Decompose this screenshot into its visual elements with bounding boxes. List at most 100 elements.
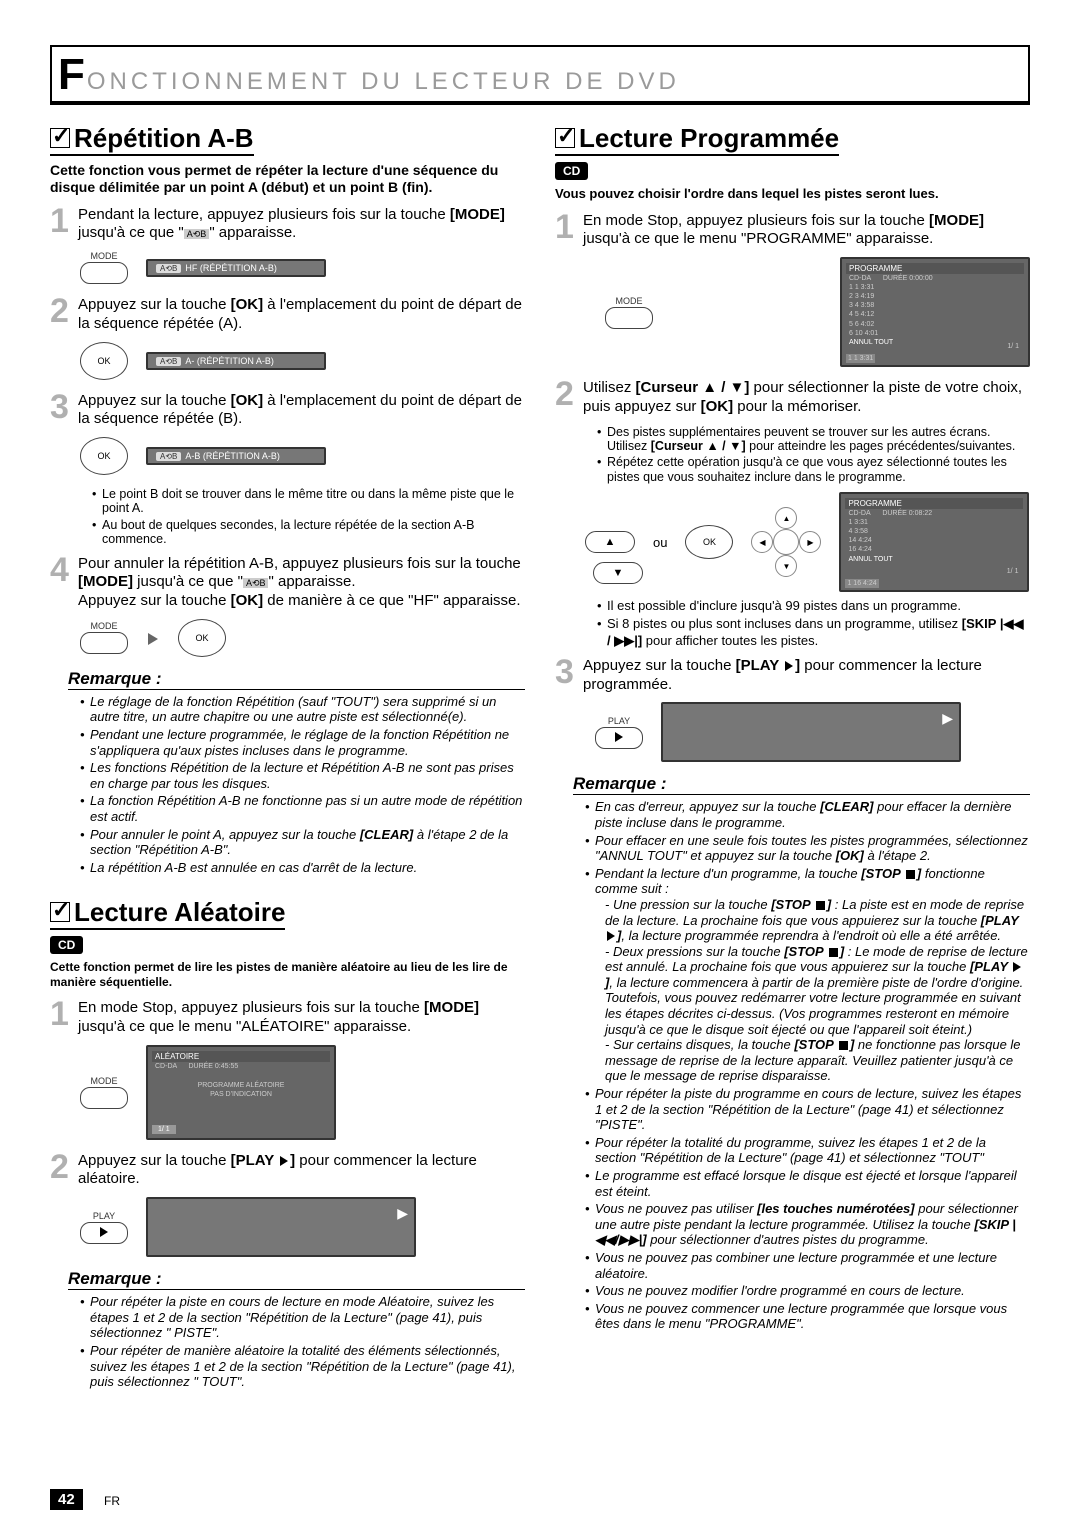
step-body: Appuyez sur la touche [OK] à l'emplaceme…: [78, 296, 525, 334]
screen-programme-2: PROGRAMME CD-DA DURÉE 0:08:22 1 3:314 3:…: [839, 492, 1029, 592]
remarque-ab: Remarque : Le réglage de la fonction Rép…: [68, 669, 525, 876]
remote-cluster[interactable]: ▲▼◀▶: [751, 507, 821, 577]
intro-aleatoire: Cette fonction permet de lire les pistes…: [50, 960, 525, 989]
cd-badge: CD: [50, 936, 83, 954]
step-body: En mode Stop, appuyez plusieurs fois sur…: [78, 999, 525, 1037]
ou-label: ou: [653, 535, 667, 550]
illus-play-wide: PLAY ▶: [80, 1197, 525, 1257]
content-columns: Répétition A-B Cette fonction vous perme…: [50, 123, 1030, 1400]
remarque-item: En cas d'erreur, appuyez sur la touche […: [585, 799, 1030, 830]
right-column: Lecture Programmée CD Vous pouvez choisi…: [555, 123, 1030, 1400]
remarque-item: Pendant une lecture programmée, le régla…: [80, 727, 525, 758]
remarque-heading: Remarque :: [573, 774, 1030, 795]
bullet: Au bout de quelques secondes, la lecture…: [92, 518, 525, 547]
step-body: Appuyez sur la touche [PLAY ] pour comme…: [78, 1152, 525, 1190]
remarque-item: Pendant la lecture d'un programme, la to…: [585, 866, 1030, 1084]
ok-button[interactable]: OK: [685, 525, 733, 559]
checkbox-icon: [555, 128, 575, 148]
remarque-item: Vous ne pouvez pas combiner une lecture …: [585, 1250, 1030, 1281]
illus-ok-osd2: OK A⟲BA- (RÉPÉTITION A-B): [80, 342, 525, 380]
bullet: Si 8 pistes ou plus sont incluses dans u…: [597, 616, 1030, 649]
illus-mode-screen-aleatoire: MODE ALÉATOIRE CD-DA DURÉE 0:45:55 PROGR…: [80, 1045, 525, 1140]
remarque-item: Pour annuler le point A, appuyez sur la …: [80, 827, 525, 858]
remarque-item: Pour répéter la totalité du programme, s…: [585, 1135, 1030, 1166]
bullet: Des pistes supplémentaires peuvent se tr…: [597, 425, 1030, 454]
mode-button[interactable]: MODE: [80, 251, 128, 284]
step-body: En mode Stop, appuyez plusieurs fois sur…: [583, 212, 1030, 250]
screen-programme-1: PROGRAMME CD-DA DURÉE 0:00:00 1 1 3:312 …: [840, 257, 1030, 367]
bullet: Le point B doit se trouver dans le même …: [92, 487, 525, 516]
step-4-ab: 4 Pour annuler la répétition A-B, appuye…: [50, 555, 525, 611]
step-2-aleatoire: 2 Appuyez sur la touche [PLAY ] pour com…: [50, 1152, 525, 1190]
mode-button[interactable]: MODE: [80, 621, 128, 654]
checkbox-icon: [50, 128, 70, 148]
page-number: 42: [50, 1489, 83, 1510]
bullet: Répétez cette opération jusqu'à ce que v…: [597, 455, 1030, 484]
screen-aleatoire: ALÉATOIRE CD-DA DURÉE 0:45:55 PROGRAMME …: [146, 1045, 336, 1140]
remarque-heading: Remarque :: [68, 1269, 525, 1290]
step-body: Utilisez [Curseur ▲ / ▼] pour sélectionn…: [583, 379, 1030, 417]
ok-button[interactable]: OK: [80, 342, 128, 380]
step-body: Appuyez sur la touche [PLAY ] pour comme…: [583, 657, 1030, 695]
remarque-item: Pour répéter la piste du programme en co…: [585, 1086, 1030, 1133]
remarque-item: Pour répéter de manière aléatoire la tot…: [80, 1343, 525, 1390]
mode-button[interactable]: MODE: [605, 296, 653, 329]
step-body: Pour annuler la répétition A-B, appuyez …: [78, 555, 525, 611]
step-1-aleatoire: 1 En mode Stop, appuyez plusieurs fois s…: [50, 999, 525, 1037]
osd-bar-3: A⟲BA-B (RÉPÉTITION A-B): [146, 447, 326, 465]
osd-bar-2: A⟲BA- (RÉPÉTITION A-B): [146, 352, 326, 370]
remarque-item: La répétition A-B est annulée en cas d'a…: [80, 860, 525, 876]
step-number: 2: [50, 1152, 78, 1190]
mode-button[interactable]: MODE: [80, 1076, 128, 1109]
page-header: F ONCTIONNEMENT DU LECTEUR DE DVD: [50, 45, 1030, 105]
header-initial: F: [58, 53, 85, 97]
section-title-programmee: Lecture Programmée: [555, 123, 839, 156]
step-number: 2: [50, 296, 78, 334]
header-title: ONCTIONNEMENT DU LECTEUR DE DVD: [87, 68, 680, 96]
step-body: Pendant la lecture, appuyez plusieurs fo…: [78, 206, 525, 244]
step-1-ab: 1 Pendant la lecture, appuyez plusieurs …: [50, 206, 525, 244]
up-button[interactable]: ▲: [585, 531, 635, 553]
play-button[interactable]: PLAY: [80, 1211, 128, 1244]
bullet: Il est possible d'inclure jusqu'à 99 pis…: [597, 598, 1030, 614]
intro-repetition-ab: Cette fonction vous permet de répéter la…: [50, 162, 525, 196]
step-number: 1: [50, 999, 78, 1037]
step-number: 4: [50, 555, 78, 611]
step-3-prog: 3 Appuyez sur la touche [PLAY ] pour com…: [555, 657, 1030, 695]
illus-mode-prog1: MODE PROGRAMME CD-DA DURÉE 0:00:00 1 1 3…: [605, 257, 1030, 367]
section-title-repetition-ab: Répétition A-B: [50, 123, 254, 156]
bullets-prog-2: Il est possible d'inclure jusqu'à 99 pis…: [597, 598, 1030, 649]
page-lang: FR: [104, 1494, 120, 1508]
remarque-item: Vous ne pouvez modifier l'ordre programm…: [585, 1283, 1030, 1299]
illus-ok-osd3: OK A⟲BA-B (RÉPÉTITION A-B): [80, 437, 525, 475]
ok-button[interactable]: OK: [178, 619, 226, 657]
remarque-item: Pour effacer en une seule fois toutes le…: [585, 833, 1030, 864]
checkbox-icon: [50, 902, 70, 922]
illus-mode-osd1: MODE A⟲BHF (RÉPÉTITION A-B): [80, 251, 525, 284]
intro-programmee: Vous pouvez choisir l'ordre dans lequel …: [555, 186, 1030, 202]
remarque-prog: Remarque : En cas d'erreur, appuyez sur …: [573, 774, 1030, 1332]
left-column: Répétition A-B Cette fonction vous perme…: [50, 123, 525, 1400]
step-1-prog: 1 En mode Stop, appuyez plusieurs fois s…: [555, 212, 1030, 250]
play-button[interactable]: PLAY: [595, 716, 643, 749]
remarque-item: Pour répéter la piste en cours de lectur…: [80, 1294, 525, 1341]
step-number: 1: [50, 206, 78, 244]
cd-badge: CD: [555, 162, 588, 180]
remarque-item: Vous ne pouvez commencer une lecture pro…: [585, 1301, 1030, 1332]
remarque-item: La fonction Répétition A-B ne fonctionne…: [80, 793, 525, 824]
remarque-item: Les fonctions Répétition de la lecture e…: [80, 760, 525, 791]
ok-button[interactable]: OK: [80, 437, 128, 475]
step-3-ab: 3 Appuyez sur la touche [OK] à l'emplace…: [50, 392, 525, 430]
section-title-aleatoire: Lecture Aléatoire: [50, 897, 285, 930]
illus-mode-ok: MODE OK: [80, 619, 525, 657]
remarque-item: Vous ne pouvez pas utiliser [les touches…: [585, 1201, 1030, 1248]
bullets-prog-1: Des pistes supplémentaires peuvent se tr…: [597, 425, 1030, 485]
step-number: 3: [50, 392, 78, 430]
arrow-icon: [146, 631, 160, 645]
illus-play-prog: PLAY ▶: [595, 702, 1030, 762]
step-2-ab: 2 Appuyez sur la touche [OK] à l'emplace…: [50, 296, 525, 334]
step-number: 3: [555, 657, 583, 695]
screen-wide: ▶: [146, 1197, 416, 1257]
step-body: Appuyez sur la touche [OK] à l'emplaceme…: [78, 392, 525, 430]
step-number: 1: [555, 212, 583, 250]
